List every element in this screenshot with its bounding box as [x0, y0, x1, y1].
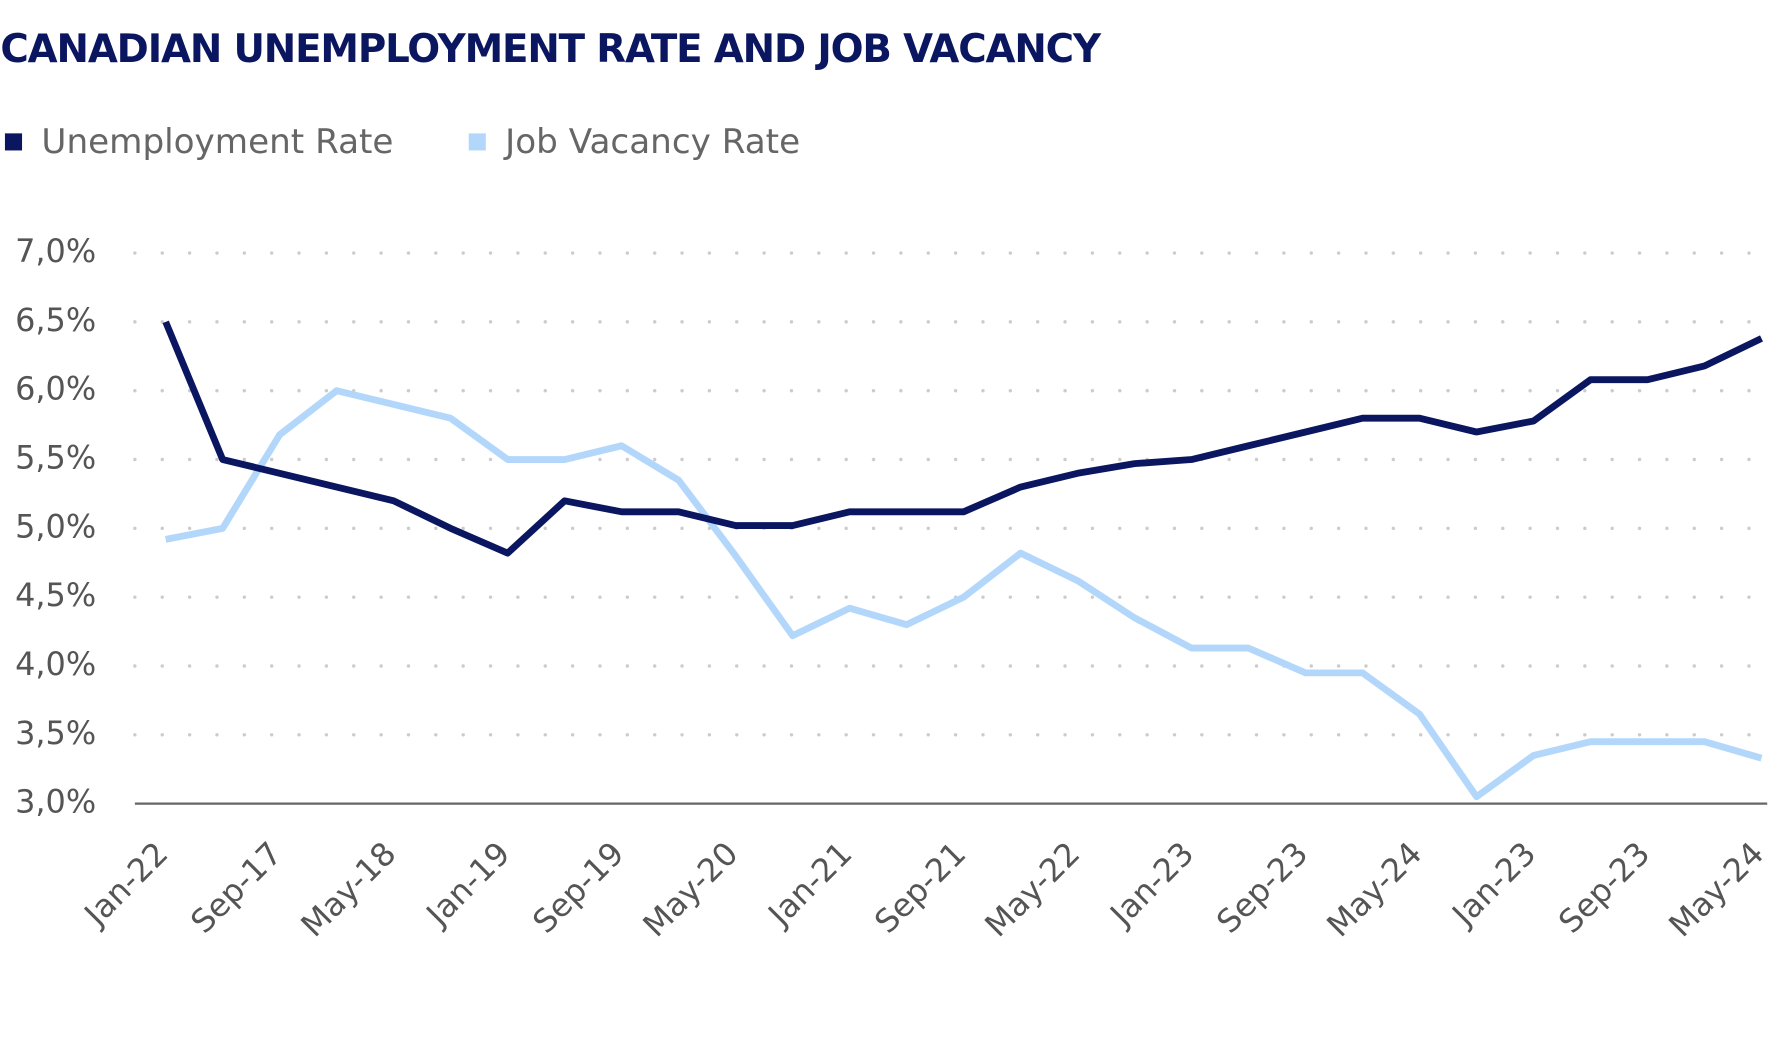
legend-swatch: [4, 133, 23, 151]
x-tick-label: Jan-19: [417, 834, 517, 934]
y-tick-label: 3,0%: [15, 783, 96, 821]
x-tick-label: Sep-17: [183, 834, 289, 940]
x-tick-label: Sep-23: [1551, 834, 1657, 940]
x-tick-label: Sep-21: [867, 834, 973, 940]
x-tick-label: May-24: [1661, 834, 1771, 944]
legend-label: Unemployment Rate: [41, 122, 393, 162]
legend-swatch: [468, 133, 486, 151]
x-tick-label: Sep-23: [1209, 834, 1315, 940]
y-tick-label: 6,0%: [15, 370, 96, 408]
legend-label: Job Vacancy Rate: [503, 122, 800, 162]
x-tick-label: Sep-19: [525, 834, 631, 940]
x-tick-label: Jan-23: [1101, 834, 1201, 934]
y-tick-label: 5,0%: [15, 507, 96, 545]
x-tick-label: May-20: [635, 834, 745, 944]
x-tick-label: Jan-21: [759, 834, 859, 934]
series-line: [162, 320, 1764, 557]
x-tick-label: May-24: [1319, 834, 1429, 944]
x-tick-label: May-22: [977, 834, 1087, 944]
y-tick-label: 7,0%: [15, 232, 96, 270]
y-tick-label: 4,5%: [15, 576, 96, 614]
y-tick-label: 4,0%: [15, 645, 96, 683]
series-line: [165, 387, 1763, 801]
x-tick-label: Jan-23: [1443, 834, 1543, 934]
y-tick-label: 3,5%: [15, 714, 96, 752]
chart-title: CANADIAN UNEMPLOYMENT RATE AND JOB VACAN…: [0, 27, 1102, 72]
y-tick-label: 5,5%: [15, 439, 96, 477]
x-tick-label: Jan-22: [75, 834, 175, 934]
x-tick-label: May-18: [293, 834, 403, 944]
y-tick-label: 6,5%: [15, 301, 96, 339]
